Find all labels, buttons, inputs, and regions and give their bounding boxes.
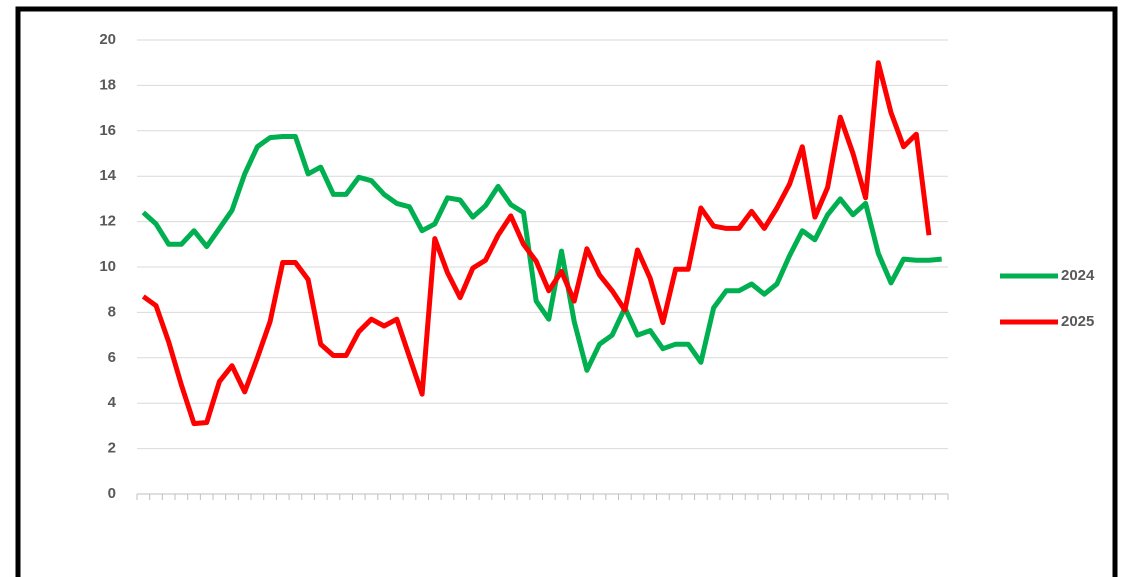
y-tick-label: 20 [99,31,116,48]
y-tick-label: 10 [99,258,116,275]
legend-label: 2024 [1061,267,1095,284]
y-tick-label: 4 [108,394,117,411]
y-tick-label: 16 [99,122,116,139]
y-tick-label: 2 [108,440,116,457]
y-tick-label: 18 [99,76,116,93]
legend-label: 2025 [1061,313,1094,330]
y-tick-label: 8 [108,303,116,320]
series-line [141,60,932,427]
frame [15,6,1118,577]
y-tick-label: 12 [99,213,116,230]
y-tick-label: 14 [99,167,116,184]
y-tick-label: 6 [108,349,116,366]
series-line [141,134,942,373]
y-tick-label: 0 [108,485,116,502]
